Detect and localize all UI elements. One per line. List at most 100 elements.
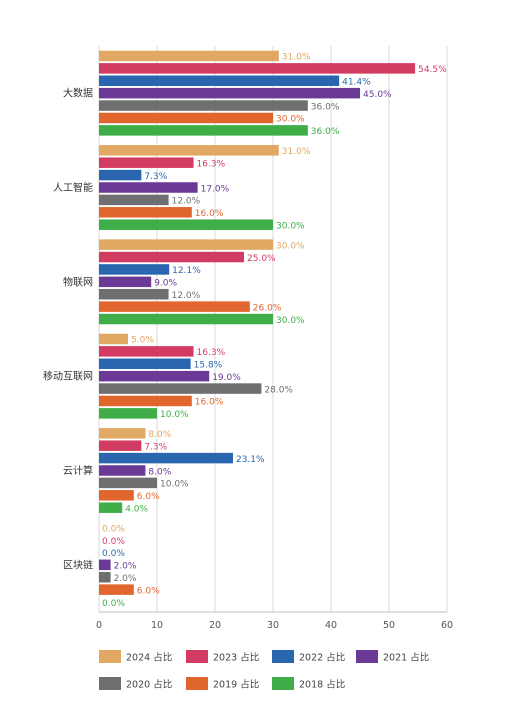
data-label: 30.0% — [276, 115, 305, 125]
data-label: 9.0% — [154, 279, 177, 289]
x-tick-label: 10 — [151, 620, 163, 631]
data-label: 16.3% — [197, 348, 226, 358]
data-label: 16.0% — [195, 398, 224, 408]
bar — [99, 313, 273, 325]
bar — [99, 428, 146, 439]
data-label: 16.3% — [197, 159, 226, 169]
data-label: 0.0% — [102, 599, 125, 609]
data-label: 36.0% — [311, 127, 340, 137]
bar — [99, 207, 192, 218]
data-label: 26.0% — [253, 303, 282, 313]
data-label: 0.0% — [102, 537, 125, 547]
bar — [99, 75, 340, 87]
data-label: 25.0% — [247, 254, 276, 264]
x-tick-label: 60 — [441, 620, 453, 631]
bar — [99, 264, 170, 275]
bar — [99, 584, 134, 595]
legend-swatch — [356, 650, 378, 663]
data-label: 15.8% — [194, 361, 223, 371]
data-label: 23.1% — [236, 455, 265, 465]
legend-label: 2020 占比 — [126, 679, 172, 691]
legend-swatch — [272, 677, 294, 690]
category-label: 大数据 — [63, 87, 93, 100]
data-label: 28.0% — [264, 385, 293, 395]
data-label: 6.0% — [137, 586, 160, 596]
bar — [99, 465, 146, 476]
bar — [99, 477, 157, 489]
legend-swatch — [272, 650, 294, 663]
data-label: 45.0% — [363, 90, 392, 100]
legend-label: 2023 占比 — [213, 652, 259, 664]
bar — [99, 346, 194, 357]
data-label: 0.0% — [102, 524, 125, 534]
legend: 2024 占比 2023 占比 2022 占比 2021 占比 2020 占比 2019 … — [99, 650, 429, 691]
bar — [99, 251, 244, 263]
data-label: 12.1% — [172, 266, 201, 276]
data-label: 36.0% — [311, 102, 340, 112]
data-label: 41.4% — [342, 78, 371, 88]
bar — [99, 490, 134, 501]
bar — [99, 157, 194, 168]
x-tick-label: 0 — [96, 620, 102, 631]
data-label: 0.0% — [102, 549, 125, 559]
bar — [99, 440, 142, 451]
data-label: 16.0% — [195, 209, 224, 219]
data-label: 6.0% — [137, 492, 160, 502]
bar — [99, 571, 111, 583]
data-label: 8.0% — [148, 467, 171, 477]
x-tick-label: 20 — [209, 620, 221, 631]
data-label: 30.0% — [276, 221, 305, 231]
bar — [99, 239, 273, 250]
data-label: 30.0% — [276, 241, 305, 251]
bar — [99, 370, 210, 382]
legend-label: 2021 占比 — [383, 652, 429, 664]
legend-swatch — [186, 677, 208, 690]
data-label: 19.0% — [212, 373, 241, 383]
bar — [99, 219, 273, 230]
data-label: 10.0% — [160, 410, 189, 420]
bar — [99, 358, 191, 370]
legend-swatch — [186, 650, 208, 663]
legend-label: 2022 占比 — [299, 652, 345, 664]
data-label: 12.0% — [172, 197, 201, 207]
data-label: 10.0% — [160, 480, 189, 490]
bar — [99, 100, 308, 111]
data-label: 30.0% — [276, 316, 305, 326]
x-tick-label: 30 — [267, 620, 279, 631]
data-label: 54.5% — [418, 65, 447, 75]
bar — [99, 87, 360, 99]
data-label: 17.0% — [201, 184, 230, 194]
gridlines — [98, 46, 448, 612]
bar — [99, 145, 279, 156]
data-label: 2.0% — [114, 574, 137, 584]
bar — [99, 112, 273, 124]
bar — [99, 182, 198, 193]
bar — [99, 559, 111, 571]
x-tick-label: 50 — [383, 620, 395, 631]
bar — [99, 301, 250, 312]
data-label: 8.0% — [148, 430, 171, 440]
x-tick-label: 40 — [325, 620, 337, 631]
bar — [99, 288, 169, 300]
legend-label: 2019 占比 — [213, 679, 259, 691]
legend-label: 2024 占比 — [126, 652, 172, 664]
bar — [99, 502, 123, 513]
category-label: 人工智能 — [53, 181, 93, 194]
bar — [99, 50, 279, 62]
bar — [99, 333, 128, 345]
bar — [99, 169, 142, 181]
data-label: 2.0% — [114, 562, 137, 572]
legend-label: 2018 占比 — [299, 679, 345, 691]
bar — [99, 63, 416, 74]
bar — [99, 125, 308, 136]
data-label: 31.0% — [282, 147, 311, 157]
bar — [99, 408, 157, 419]
category-label: 区块链 — [63, 558, 93, 571]
data-label: 31.0% — [282, 53, 311, 63]
legend-swatch — [99, 650, 121, 663]
category-label: 云计算 — [63, 464, 93, 477]
bars: 31.0%54.5%41.4%45.0%36.0%30.0%36.0%31.0%… — [99, 50, 447, 609]
data-label: 7.3% — [144, 442, 167, 452]
